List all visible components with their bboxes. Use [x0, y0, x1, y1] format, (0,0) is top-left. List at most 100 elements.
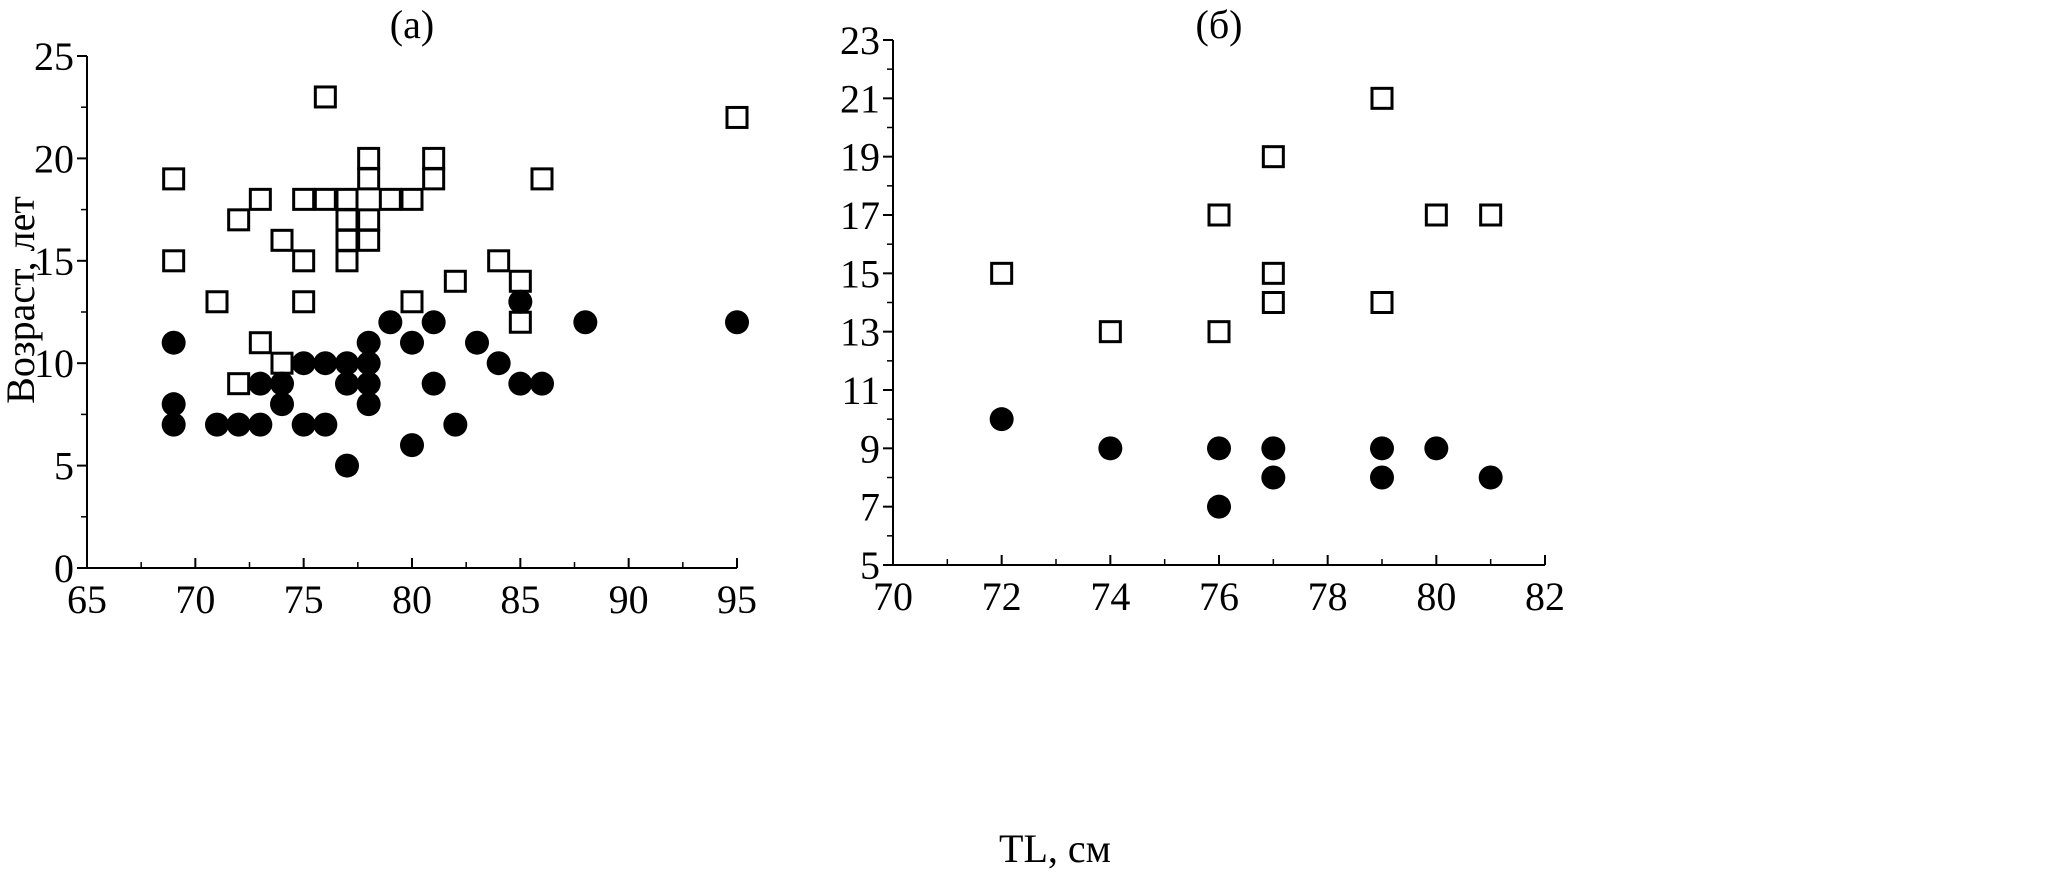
square-marker [357, 146, 381, 170]
x-tick-label: 78 [1308, 574, 1348, 619]
square-marker [227, 372, 251, 396]
circle-marker [421, 310, 446, 335]
x-tick-label: 95 [717, 577, 757, 622]
circle-marker [205, 412, 229, 437]
y-tick-label: 21 [840, 76, 880, 121]
square-marker [248, 187, 272, 211]
square-marker [227, 208, 251, 232]
square-marker [162, 167, 186, 191]
square-marker [335, 249, 359, 273]
circle-marker [356, 351, 381, 376]
circle-marker [270, 392, 294, 417]
square-marker [292, 290, 316, 314]
x-tick-label: 90 [609, 577, 649, 622]
y-tick-label: 7 [860, 485, 880, 530]
y-tick-label: 19 [840, 135, 880, 180]
circle-marker [291, 351, 316, 376]
circle-marker [1207, 494, 1231, 519]
circle-marker [335, 453, 359, 478]
circle-marker [573, 310, 598, 335]
square-marker [335, 187, 359, 211]
circle-marker [335, 371, 359, 396]
square-marker [1261, 261, 1285, 285]
circle-marker [1261, 436, 1286, 461]
circle-marker [226, 412, 251, 437]
circle-marker [161, 392, 186, 417]
y-tick-label: 5 [860, 543, 880, 588]
square-marker [313, 187, 337, 211]
circle-marker [508, 289, 533, 314]
circle-marker [400, 330, 424, 355]
circle-marker [989, 407, 1014, 432]
circle-marker [465, 330, 489, 355]
square-marker [1098, 320, 1122, 344]
square-marker [270, 351, 294, 375]
circle-marker [248, 412, 273, 437]
x-tick-label: 80 [392, 577, 432, 622]
square-marker [335, 208, 359, 232]
circle-marker [1478, 465, 1503, 490]
circle-marker [1424, 436, 1449, 461]
circle-marker [486, 351, 511, 376]
circle-marker [1098, 436, 1123, 461]
x-tick-label: 65 [67, 577, 107, 622]
square-marker [1424, 203, 1448, 227]
circle-marker [725, 310, 749, 335]
x-tick-label: 74 [1090, 574, 1130, 619]
circle-marker [443, 412, 468, 437]
y-tick-label: 15 [840, 251, 880, 296]
square-marker [487, 249, 511, 273]
panel-title: (б) [1196, 2, 1243, 47]
square-marker [378, 187, 402, 211]
circle-marker [248, 371, 273, 396]
y-tick-label: 10 [34, 341, 74, 386]
square-marker [270, 228, 294, 252]
circle-marker [161, 412, 186, 437]
y-tick-label: 0 [54, 546, 74, 591]
circle-marker [356, 330, 381, 355]
square-marker [1261, 291, 1285, 314]
circle-marker [530, 371, 554, 396]
square-marker [508, 310, 532, 334]
x-tick-label: 70 [873, 574, 913, 619]
square-marker [1479, 203, 1503, 227]
square-marker [725, 105, 749, 129]
circle-marker [161, 330, 186, 355]
circle-marker [291, 412, 316, 437]
y-tick-label: 15 [34, 239, 74, 284]
circle-marker [1261, 465, 1286, 490]
x-tick-label: 80 [1416, 574, 1456, 619]
y-tick-label: 13 [840, 310, 880, 355]
circle-marker [508, 371, 533, 396]
square-marker [292, 187, 316, 211]
y-tick-label: 20 [34, 136, 74, 181]
square-marker [990, 261, 1014, 285]
circle-marker [270, 371, 294, 396]
circle-marker [1207, 436, 1231, 461]
x-tick-label: 76 [1199, 574, 1239, 619]
x-axis-label: TL, см [999, 826, 1111, 871]
circle-marker [335, 351, 359, 376]
square-marker [1207, 320, 1231, 344]
y-tick-label: 9 [860, 426, 880, 471]
x-tick-label: 82 [1525, 574, 1565, 619]
x-tick-label: 70 [175, 577, 215, 622]
square-marker [357, 167, 381, 191]
panel-title: (а) [390, 2, 434, 47]
y-tick-label: 17 [840, 193, 880, 238]
square-marker [422, 146, 446, 170]
y-tick-label: 25 [34, 34, 74, 79]
square-marker [508, 269, 532, 293]
square-marker [313, 85, 337, 109]
circle-marker [421, 371, 446, 396]
circle-marker [356, 392, 381, 417]
square-marker [205, 290, 229, 314]
square-marker [248, 331, 272, 355]
y-tick-label: 23 [840, 18, 880, 63]
x-tick-label: 72 [982, 574, 1022, 619]
square-marker [357, 228, 381, 252]
circle-marker [313, 412, 338, 437]
square-marker [292, 249, 316, 273]
circle-marker [1370, 465, 1394, 490]
